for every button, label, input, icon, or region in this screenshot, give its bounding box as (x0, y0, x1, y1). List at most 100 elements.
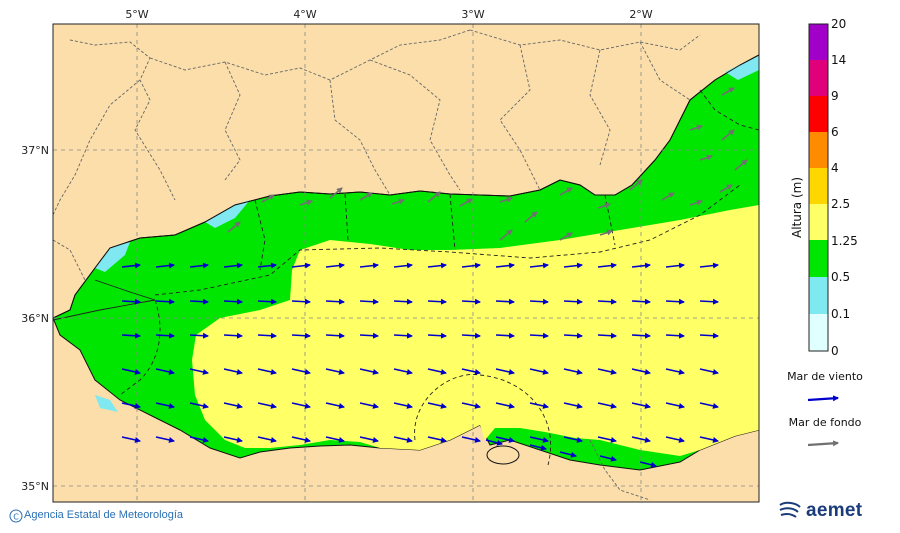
wind-sea-arrow-icon (807, 395, 839, 402)
colorbar-level: 0.1 (831, 307, 850, 321)
wind-sea-arrow (325, 402, 345, 409)
wind-sea-arrow (461, 436, 481, 443)
wind-sea-arrow (155, 298, 175, 305)
colorbar-level: 9 (831, 89, 839, 103)
wind-sea-arrow (393, 436, 413, 443)
colorbar: Altura (m) 20 14 9 6 4 2.5 1.25 0.5 0.1 … (790, 17, 858, 358)
wind-sea-arrow (461, 298, 481, 305)
wind-sea-arrow (121, 402, 141, 409)
wind-sea-arrow (529, 298, 549, 305)
wind-sea-arrow (359, 368, 379, 375)
colorbar-level: 0 (831, 344, 839, 358)
agency-credit: Agencia Estatal de Meteorología (24, 509, 183, 521)
aemet-logo[interactable]: aemet (778, 500, 862, 522)
wind-sea-arrow (393, 368, 413, 375)
wind-sea-arrow (699, 436, 719, 443)
svg-text:C: C (13, 513, 19, 522)
colorbar-title: Altura (m) (790, 177, 804, 238)
wind-sea-arrow (325, 262, 345, 269)
wind-sea-arrow (393, 402, 413, 409)
wind-sea-arrow (155, 332, 175, 339)
wind-sea-arrow (325, 368, 345, 375)
wind-sea-arrow (699, 368, 719, 375)
wind-sea-arrow (529, 402, 549, 409)
wind-sea-arrow (393, 262, 413, 269)
wind-sea-arrow (599, 455, 617, 462)
swell-arrow (689, 124, 703, 131)
lon-label-2w: 2°W (629, 8, 652, 21)
wind-sea-arrow (291, 368, 311, 375)
swell-arrow (629, 179, 643, 191)
wind-sea-arrow (563, 436, 583, 443)
swell-arrow (459, 198, 473, 207)
swell-arrow (721, 129, 735, 141)
lat-label-37n: 37°N (21, 144, 49, 157)
colorbar-level: 0.5 (831, 270, 850, 284)
wind-sea-arrow (563, 402, 583, 409)
wind-sea-arrow (155, 402, 175, 409)
alboran-island (486, 445, 520, 465)
wind-sea-arrow (495, 262, 515, 269)
wind-sea-arrow (597, 436, 617, 443)
swell-arrow (499, 196, 513, 203)
wind-sea-arrow (631, 262, 651, 269)
wind-sea-arrow (631, 368, 651, 375)
wind-sea-arrow (699, 262, 719, 269)
wind-sea-arrow (257, 402, 277, 409)
wind-sea-arrow (563, 332, 583, 339)
wind-sea-arrow (427, 262, 447, 269)
arrows-layer (121, 87, 748, 468)
lat-label-35n: 35°N (21, 480, 49, 493)
wind-sea-arrow (461, 262, 481, 269)
aemet-logo-text: aemet (806, 500, 863, 521)
wind-sea-arrow (495, 436, 515, 443)
swell-arrow (329, 187, 343, 199)
swell-arrow (559, 232, 573, 241)
sea-zone-0.1-0.5 (205, 200, 250, 228)
wind-sea-arrow (291, 332, 311, 339)
wind-sea-arrow (121, 368, 141, 375)
lat-label-36n: 36°N (21, 312, 49, 325)
wind-sea-arrow (155, 436, 175, 443)
map-area (53, 24, 759, 502)
wind-sea-arrow (699, 402, 719, 409)
wind-sea-arrow (189, 368, 209, 375)
swell-arrow (261, 194, 275, 203)
wind-sea-arrow (427, 298, 447, 305)
swell-arrow (427, 191, 441, 203)
wind-sea-arrow (529, 436, 549, 443)
wind-sea-arrow (631, 436, 651, 443)
wind-sea-arrow (359, 262, 379, 269)
wind-sea-arrow (495, 298, 515, 305)
wind-sea-arrow (121, 298, 141, 305)
colorbar-level: 4 (831, 161, 839, 175)
wind-sea-arrow (495, 402, 515, 409)
aemet-swirl-icon (779, 501, 801, 518)
wind-sea-arrow (495, 368, 515, 375)
wind-sea-arrow (325, 298, 345, 305)
wind-sea-label: Mar de viento (787, 370, 863, 383)
wind-sea-arrow (427, 436, 447, 443)
lon-label-3w: 3°W (461, 8, 484, 21)
wind-sea-arrow (461, 332, 481, 339)
swell-arrow (227, 221, 241, 233)
sea-zone-1.25-2.5 (192, 205, 759, 456)
wind-sea-arrow (631, 298, 651, 305)
wind-sea-arrow (291, 262, 311, 269)
wind-sea-arrow (121, 436, 141, 443)
swell-arrow (721, 87, 735, 96)
wind-sea-arrow (189, 298, 209, 305)
wind-sea-arrow (485, 439, 503, 446)
sea-zone-0.1-0.5 (725, 55, 759, 80)
wind-sea-arrow (597, 332, 617, 339)
wind-sea-arrow (563, 368, 583, 375)
wind-sea-arrow (291, 436, 311, 443)
wind-sea-arrow (665, 368, 685, 375)
wind-sea-arrow (121, 332, 141, 339)
wind-sea-arrow (631, 332, 651, 339)
wind-sea-arrow (495, 332, 515, 339)
swell-arrow (689, 199, 703, 206)
wind-sea-arrow (597, 298, 617, 305)
swell-arrow (597, 202, 611, 209)
